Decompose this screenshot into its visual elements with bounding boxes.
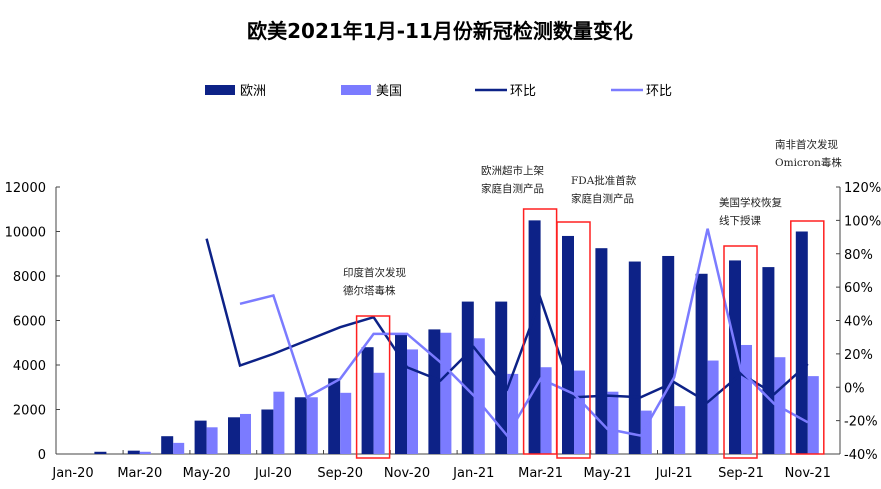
bar-europe [428,329,441,454]
x-tick-label: Mar-21 [518,466,563,481]
bar-us [440,332,452,454]
x-tick-label: Jan-21 [452,466,494,481]
bar-us [741,344,752,454]
x-tick-label: Jul-20 [254,466,292,481]
bar-us [306,397,318,454]
x-tick-label: Nov-20 [384,466,430,481]
bar-us [206,427,218,454]
bar-europe [795,231,808,454]
bar-us [640,410,652,454]
bar-europe [328,378,341,454]
annotation-text: 欧洲超市上架 [481,164,544,177]
right-tick-label: 20% [844,348,873,363]
annotation-text: 家庭自测产品 [571,192,634,205]
x-tick-label: May-21 [583,466,631,481]
bar-us [607,391,619,454]
bar-us [373,372,385,454]
right-tick-label: 0% [844,381,865,396]
right-tick-label: 40% [844,315,873,330]
bars [94,220,819,454]
annotation-text: 印度首次发现 [343,266,406,279]
bar-europe [461,301,474,454]
left-tick-label: 6000 [13,315,46,330]
bar-europe [762,267,775,454]
bar-us [674,406,686,454]
annotation-text: FDA批准首款 [571,174,637,187]
annotation-text: 线下授课 [719,214,761,227]
legend-label: 欧洲 [240,84,266,99]
x-tick-label: Jul-21 [655,466,693,481]
legend-label: 环比 [646,84,672,99]
highlight-box [556,221,591,459]
bar-europe [228,417,240,454]
right-tick-label: -40% [844,448,878,463]
bar-europe [261,409,274,454]
bar-us [807,376,819,454]
legend-label: 美国 [376,84,402,99]
bar-us [173,442,185,454]
axes: 0 2000 4000 6000 8000 10000 12000 -40% -20% 0% 20%… [5,181,881,481]
left-tick-label: 4000 [13,359,46,374]
x-tick-label: Mar-20 [117,466,162,481]
x-tick-label: Sep-20 [317,466,363,481]
x-tick-label: Sep-21 [718,466,764,481]
annotation-text: 美国学校恢复 [719,196,782,209]
x-tick-label: May-20 [183,466,231,481]
bar-europe [161,436,174,454]
highlight-box [723,245,758,459]
chart-title: 欧美2021年1月-11月份新冠检测数量变化 [247,19,633,43]
annotation-text: Omicron毒株 [775,156,842,169]
bar-europe [628,261,641,454]
bar-us [273,391,285,454]
highlight-box [355,315,391,459]
left-tick-label: 8000 [13,270,46,285]
bar-europe [294,397,307,454]
right-tick-label: -20% [844,415,878,430]
bar-us [707,360,719,454]
line-europe-mom [205,238,809,404]
annotation-text: 南非首次发现 [775,138,838,151]
annotation-text: 家庭自测产品 [481,182,544,195]
left-tick-label: 2000 [13,404,46,419]
x-tick-label: Nov-21 [785,466,831,481]
bar-us [139,451,151,454]
bar-europe [595,248,608,454]
left-tick-label: 10000 [5,226,46,241]
legend: 欧洲 美国 环比 环比 [205,84,672,99]
bar-us [340,392,352,454]
annotation-text: 德尔塔毒株 [343,284,396,297]
bar-us [574,370,585,454]
legend-label: 环比 [510,84,536,99]
highlight-box [790,220,825,455]
x-tick-label: Jan-20 [51,466,93,481]
right-tick-label: 80% [844,248,873,263]
bar-europe [495,301,508,454]
bar-us [407,349,418,454]
bar-us [507,373,519,454]
bar-europe [528,220,541,454]
bar-europe [127,450,140,454]
bar-europe [695,273,708,454]
legend-swatch [341,85,371,95]
bar-us [540,367,552,454]
bar-us [473,338,485,454]
bar-europe [361,347,374,454]
left-tick-label: 12000 [5,181,46,196]
bar-europe [94,451,107,454]
legend-swatch [205,85,235,95]
right-tick-label: 100% [844,214,881,229]
bar-us [240,413,251,454]
bar-europe [729,260,741,454]
bar-europe [562,235,574,454]
right-tick-label: 60% [844,281,873,296]
right-tick-label: 120% [844,181,881,196]
left-tick-label: 0 [38,448,46,463]
bar-europe [194,420,207,454]
bar-europe [662,255,675,454]
